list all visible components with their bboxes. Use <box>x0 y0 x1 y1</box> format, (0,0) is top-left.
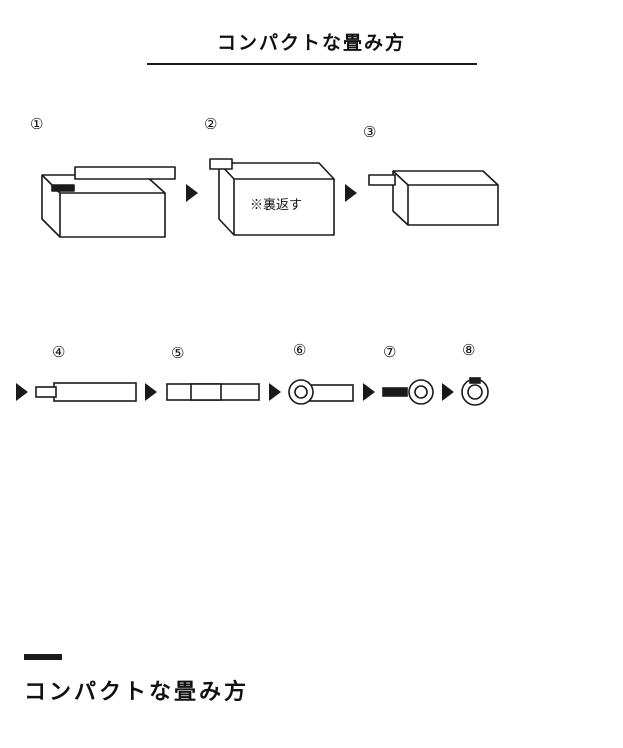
step-num-3: ③ <box>363 123 376 141</box>
arrow-icon <box>363 383 375 401</box>
step-6: ⑥ <box>287 375 357 409</box>
footer-accent-bar <box>24 654 62 660</box>
footer-block: コンパクトな畳み方 <box>24 654 249 706</box>
step-num-8: ⑧ <box>462 341 475 359</box>
arrow-icon <box>145 383 157 401</box>
arrow-icon <box>186 184 198 202</box>
page-title: コンパクトな畳み方 <box>217 28 406 55</box>
arrow-icon <box>269 383 281 401</box>
step-3: ③ <box>363 153 503 233</box>
step-2-note: ※裏返す <box>250 197 302 212</box>
step-7: ⑦ <box>381 377 436 407</box>
step-2: ② ※裏返す <box>204 145 339 240</box>
footer-title: コンパクトな畳み方 <box>24 674 249 706</box>
step-num-4: ④ <box>52 343 65 361</box>
step-5: ⑤ <box>163 378 263 406</box>
step-4: ④ <box>34 377 139 407</box>
step-2-diagram: ※裏返す <box>204 145 339 240</box>
step-7-diagram <box>381 377 436 407</box>
step-1: ① <box>30 145 180 240</box>
step-num-2: ② <box>204 115 217 133</box>
step-5-diagram <box>163 378 263 406</box>
arrow-icon <box>16 383 28 401</box>
step-num-6: ⑥ <box>293 341 306 359</box>
steps-row-2: ④ ⑤ ⑥ ⑦ <box>10 375 490 409</box>
step-num-7: ⑦ <box>383 343 396 361</box>
step-1-diagram <box>30 145 180 240</box>
step-6-diagram <box>287 375 357 409</box>
step-8: ⑧ <box>460 375 490 409</box>
steps-row-1: ① ② ※裏返す <box>30 145 503 240</box>
arrow-icon <box>345 184 357 202</box>
step-8-diagram <box>460 375 490 409</box>
arrow-icon <box>442 383 454 401</box>
step-num-1: ① <box>30 115 43 133</box>
step-4-diagram <box>34 377 139 407</box>
title-block: コンパクトな畳み方 <box>0 0 623 65</box>
step-num-5: ⑤ <box>171 344 184 362</box>
step-3-diagram <box>363 153 503 233</box>
title-underline <box>147 63 477 65</box>
